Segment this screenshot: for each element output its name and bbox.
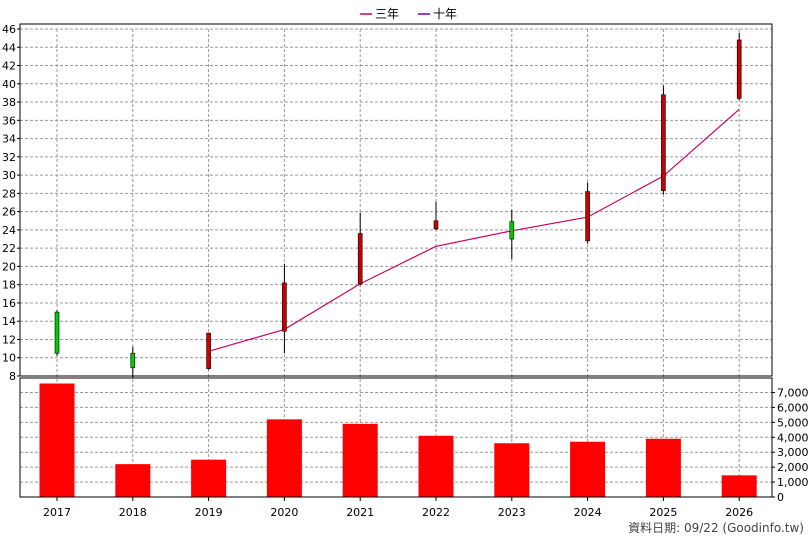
volume-bar-2022 [418, 435, 454, 497]
candle-body-2018 [130, 352, 136, 369]
price-tick-label: 12 [2, 333, 16, 346]
x-tick-label-2022: 2022 [422, 506, 450, 519]
price-tick-label: 36 [2, 114, 16, 127]
price-tick-label: 38 [2, 96, 16, 109]
volume-tick-label: 7,000 [777, 386, 808, 399]
price-tick-label: 28 [2, 187, 16, 200]
volume-tick-label: 3,000 [777, 446, 808, 459]
price-tick-label: 16 [2, 297, 16, 310]
x-tick-label-2024: 2024 [574, 506, 602, 519]
price-tick-label: 24 [2, 224, 16, 237]
price-tick-label: 32 [2, 151, 16, 164]
volume-tick-label: 1,000 [777, 476, 808, 489]
price-tick-label: 46 [2, 23, 16, 36]
x-tick-label-2020: 2020 [270, 506, 298, 519]
candle-body-2019 [206, 332, 211, 369]
price-tick-label: 14 [2, 315, 16, 328]
volume-bar-2025 [645, 438, 681, 497]
volume-bar-2023 [494, 443, 530, 497]
x-tick-label-2017: 2017 [43, 506, 71, 519]
volume-panel-border [19, 377, 773, 498]
candle-body-2025 [661, 94, 666, 191]
volume-bar-2018 [115, 464, 151, 497]
volume-tick-label: 6,000 [777, 401, 808, 414]
candle-body-2021 [357, 233, 363, 285]
data-date-footer: 資料日期: 09/22 (Goodinfo.tw) [628, 521, 804, 535]
candle-body-2026 [736, 39, 742, 99]
volume-tick-label: 2,000 [777, 461, 808, 474]
price-tick-label: 10 [2, 352, 16, 365]
volume-tick-label: 4,000 [777, 431, 808, 444]
x-tick-label-2018: 2018 [119, 506, 147, 519]
price-tick-label: 42 [2, 60, 16, 73]
volume-bar-2024 [570, 441, 606, 497]
candle-body-2017 [54, 311, 60, 354]
candle-body-2022 [433, 220, 439, 230]
price-tick-label: 34 [2, 133, 16, 146]
chart-legend: 三年 十年 [360, 7, 457, 21]
price-tick-label: 40 [2, 78, 16, 91]
volume-panel: 0 1,000 2,000 3,000 4,000 5,000 6,000 7,000 [19, 377, 808, 504]
price-panel: 8 10 12 14 16 18 20 22 24 26 28 30 32 34 36 38 40 42 44 46 [2, 23, 773, 497]
price-panel-border [19, 23, 773, 377]
legend-label-1: 十年 [433, 7, 457, 21]
price-tick-label: 44 [2, 41, 16, 54]
price-tick-label: 22 [2, 242, 16, 255]
volume-bar-2017 [39, 383, 75, 497]
volume-bar-2019 [191, 459, 227, 497]
x-tick-label-2019: 2019 [195, 506, 223, 519]
volume-tick-label: 5,000 [777, 416, 808, 429]
candle-body-2024 [585, 191, 590, 242]
candle-body-2023 [509, 221, 515, 240]
x-tick-label-2025: 2025 [649, 506, 677, 519]
price-tick-label: 20 [2, 260, 16, 273]
volume-tick-label: 0 [777, 491, 784, 504]
volume-bar-2021 [342, 423, 378, 497]
volume-bar-2020 [266, 419, 302, 497]
price-tick-label: 18 [2, 279, 16, 292]
x-axis: 2017 2018 2019 2020 2021 2022 2023 2024 2025 2026 [43, 497, 753, 519]
legend-label-0: 三年 [375, 7, 399, 21]
x-tick-label-2021: 2021 [346, 506, 374, 519]
price-tick-label: 8 [9, 370, 16, 383]
candle-body-2020 [282, 282, 287, 332]
volume-bar-2026 [721, 475, 757, 497]
price-tick-label: 26 [2, 206, 16, 219]
x-tick-label-2026: 2026 [725, 506, 753, 519]
x-tick-label-2023: 2023 [498, 506, 526, 519]
three-year-average-line [208, 108, 740, 352]
price-tick-label: 30 [2, 169, 16, 182]
